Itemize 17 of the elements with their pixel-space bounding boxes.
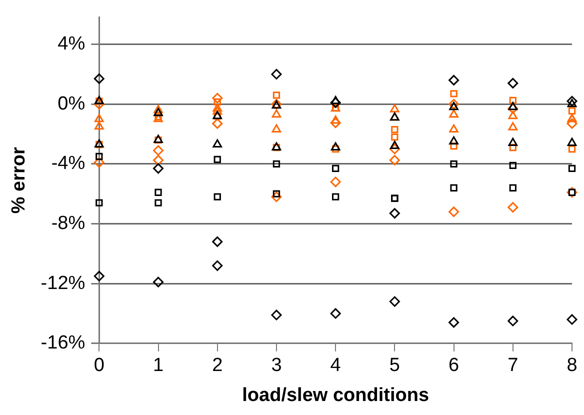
- x-tick-label: 4: [330, 355, 342, 376]
- x-tick-label: 1: [152, 355, 164, 376]
- x-tick-label: 0: [94, 355, 104, 376]
- y-axis-title: % error: [8, 146, 30, 214]
- y-tick-label: 4%: [58, 34, 86, 55]
- y-tick-label: 0%: [58, 93, 86, 114]
- x-tick-label: 5: [389, 355, 400, 376]
- x-tick-label: 8: [566, 355, 578, 376]
- x-tick-label: 7: [508, 355, 518, 376]
- x-axis-title: load/slew conditions: [242, 384, 430, 406]
- x-tick-label: 6: [448, 355, 460, 376]
- y-tick-label: -16%: [40, 332, 86, 354]
- y-tick-label: -4%: [51, 153, 86, 174]
- x-tick-label: 2: [212, 355, 223, 376]
- y-tick-label: -12%: [40, 272, 86, 294]
- y-tick-label: -8%: [51, 213, 86, 234]
- x-tick-label: 3: [271, 355, 282, 376]
